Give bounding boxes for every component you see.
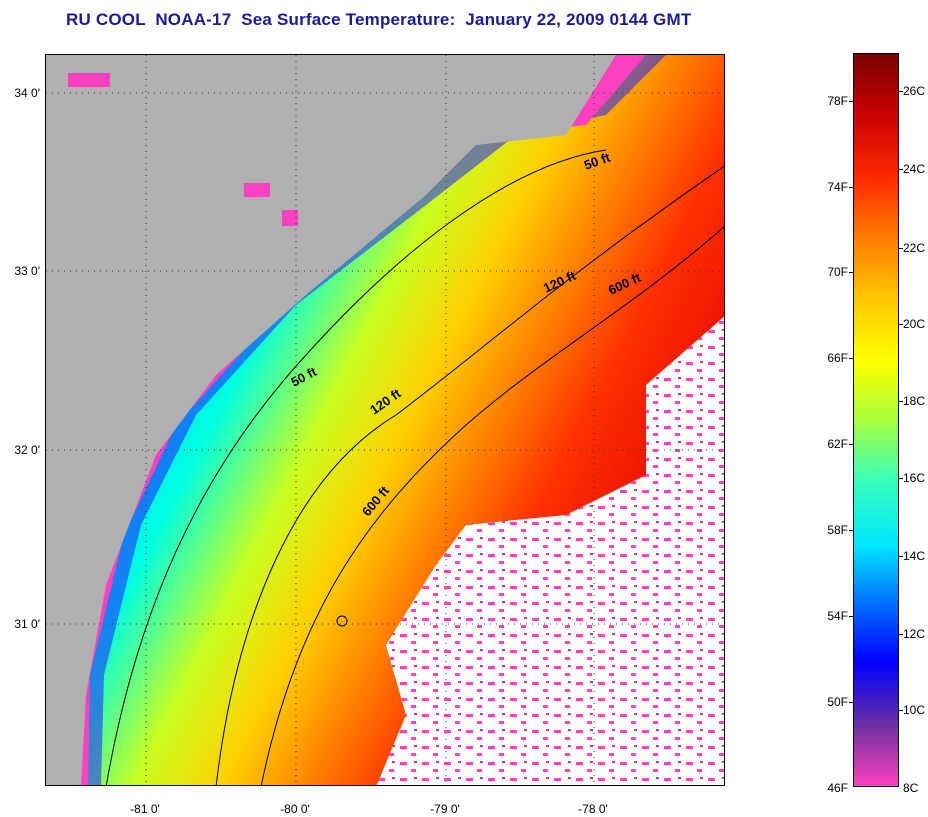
lon-label: -80 0'	[280, 802, 310, 816]
colorbar-f-label: 66F	[827, 351, 848, 365]
colorbar-tick	[849, 272, 853, 273]
colorbar-tick	[849, 702, 853, 703]
colorbar-c-label: 14C	[903, 549, 926, 563]
colorbar-tick	[899, 478, 903, 479]
lat-label: 34 0'	[14, 86, 40, 100]
colorbar-tick	[849, 616, 853, 617]
lon-label: -81 0'	[130, 802, 160, 816]
colorbar-f-label: 74F	[827, 180, 848, 194]
colorbar-tick	[849, 444, 853, 445]
lat-label: 31 0'	[14, 617, 40, 631]
colorbar-tick	[849, 187, 853, 188]
lat-label: 33 0'	[14, 264, 40, 278]
colorbar-tick	[899, 634, 903, 635]
colorbar-c-label: 24C	[903, 162, 926, 176]
sst-map-canvas: 50 ft 50 ft 120 ft 120 ft 600 ft 600 ft	[46, 55, 724, 785]
colorbar-c-label: 22C	[903, 241, 926, 255]
colorbar-tick	[899, 169, 903, 170]
colorbar-f-label: 58F	[827, 523, 848, 537]
colorbar-tick	[899, 324, 903, 325]
colorbar-f-label: 46F	[827, 781, 848, 795]
station-marker	[336, 615, 348, 627]
sst-map: 50 ft 50 ft 120 ft 120 ft 600 ft 600 ft	[45, 54, 725, 786]
colorbar-c-label: 12C	[903, 627, 926, 641]
colorbar-tick	[899, 556, 903, 557]
colorbar-c-label: 10C	[903, 703, 926, 717]
inland-lake	[244, 183, 270, 197]
colorbar-f-label: 62F	[827, 437, 848, 451]
temperature-colorbar	[853, 53, 899, 787]
lon-label: -78 0'	[578, 802, 608, 816]
colorbar-c-label: 20C	[903, 317, 926, 331]
colorbar-c-label: 8C	[903, 781, 919, 795]
colorbar-tick	[899, 91, 903, 92]
inland-lake	[68, 73, 110, 87]
colorbar-f-label: 70F	[827, 265, 848, 279]
land	[46, 55, 616, 785]
colorbar-c-label: 16C	[903, 471, 926, 485]
colorbar-c-label: 26C	[903, 84, 926, 98]
lon-label: -79 0'	[430, 802, 460, 816]
colorbar-f-label: 78F	[827, 94, 848, 108]
inland-lake	[282, 210, 298, 226]
cloud-speckle	[376, 316, 724, 785]
lat-label: 32 0'	[14, 443, 40, 457]
colorbar-f-label: 50F	[827, 695, 848, 709]
colorbar-tick	[899, 248, 903, 249]
colorbar-tick	[849, 358, 853, 359]
colorbar-tick	[849, 530, 853, 531]
colorbar-f-label: 54F	[827, 609, 848, 623]
colorbar-tick	[849, 101, 853, 102]
colorbar-tick	[899, 710, 903, 711]
map-title: RU COOL NOAA-17 Sea Surface Temperature:…	[66, 10, 692, 29]
isobath-lines	[105, 149, 724, 785]
colorbar-tick	[899, 401, 903, 402]
colorbar-c-label: 18C	[903, 394, 926, 408]
graticule	[46, 55, 724, 785]
